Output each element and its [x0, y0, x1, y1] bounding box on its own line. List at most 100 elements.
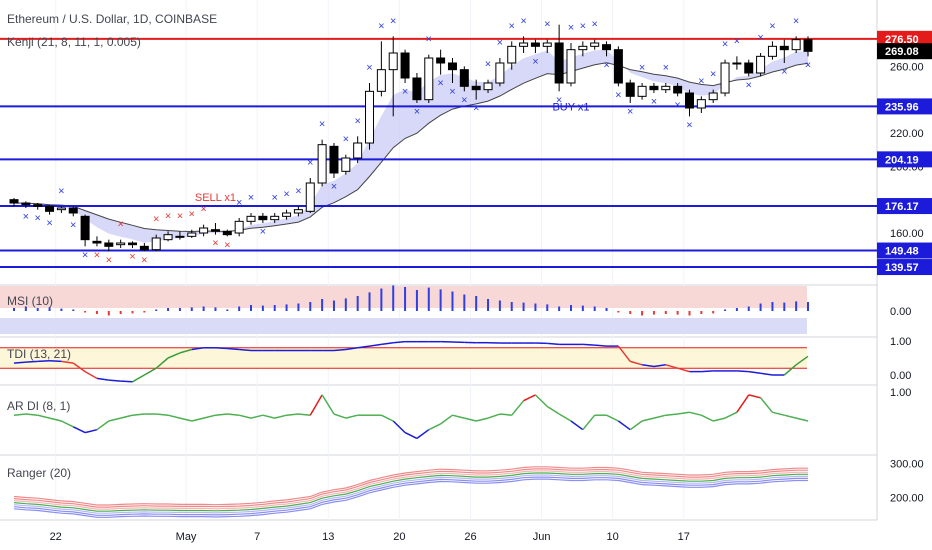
candle: [128, 242, 138, 246]
level-tag-label: 176.17: [885, 201, 919, 213]
signal-marker: ×: [781, 66, 787, 78]
candle: [329, 145, 339, 174]
tdi-line: [143, 367, 157, 376]
tdi-line: [795, 355, 809, 366]
tdi-line: [120, 380, 133, 383]
time-tick-label: 20: [393, 531, 405, 543]
ardi-line: [523, 394, 536, 402]
candle: [234, 220, 244, 234]
candle: [187, 232, 197, 237]
candle: [305, 182, 315, 212]
candle: [151, 237, 161, 251]
candle: [436, 57, 446, 64]
signal-marker: ×: [426, 34, 432, 46]
signal-marker: ×: [746, 79, 752, 91]
signal-marker: ×: [82, 249, 88, 261]
price-axis[interactable]: 160.00 200.00 220.00 260.00 276.50 235.96 204.…: [877, 30, 932, 505]
signal-marker: ×: [532, 56, 538, 68]
signal-marker: ×: [639, 62, 645, 74]
candle: [803, 39, 813, 52]
signal-marker: ×: [698, 75, 704, 87]
ardi-line: [167, 414, 181, 419]
signal-marker: ×: [248, 192, 254, 204]
tdi-line: [736, 370, 749, 373]
ranger-title: Ranger (20): [7, 466, 71, 480]
ardi-line: [772, 411, 785, 416]
signal-marker: ×: [23, 211, 29, 223]
signal-label: BUY x1: [552, 101, 589, 113]
indicator-label: Kenji (21, 8, 11, 1, 0.005): [7, 35, 141, 49]
ardi-line: [736, 394, 750, 413]
tdi-line: [582, 343, 595, 346]
chart-title: Ethereum / U.S. Dollar, 1D, COINBASE: [7, 12, 217, 26]
tdi-line: [84, 370, 98, 380]
level-tag: [877, 30, 932, 47]
ardi-line: [653, 414, 666, 419]
signal-marker: ×: [200, 204, 206, 216]
candle: [720, 62, 730, 94]
time-axis[interactable]: 22 May 7 13 20 26 Jun 10 17: [50, 531, 690, 543]
ardi-line: [345, 414, 358, 419]
candle: [270, 215, 280, 221]
tdi-line: [783, 364, 797, 376]
msi-pane[interactable]: MSI (10): [0, 285, 809, 335]
ar-di-pane[interactable]: AR DI (8, 1): [7, 394, 809, 440]
tdi-line: [227, 347, 240, 351]
signal-marker: ×: [402, 86, 408, 98]
ardi-line: [203, 414, 216, 419]
ardi-line: [227, 413, 240, 416]
ardi-line: [546, 405, 560, 415]
time-tick-label: 13: [322, 531, 334, 543]
ranger-tick-label: 300.00: [890, 458, 924, 470]
ardi-line: [309, 394, 323, 416]
ardi-tick-label: 1.00: [890, 387, 911, 399]
signal-marker: ×: [485, 59, 491, 71]
signal-marker: ×: [449, 86, 455, 98]
ardi-line: [606, 414, 619, 422]
ardi-line: [61, 420, 74, 428]
tdi-line: [167, 352, 181, 359]
level-tag: [877, 259, 932, 276]
tdi-line: [191, 347, 204, 351]
level-tag-label: 139.57: [885, 262, 919, 274]
ardi-line: [274, 414, 287, 419]
time-tick-label: 7: [254, 531, 260, 543]
candle: [613, 49, 623, 84]
ranger-pane[interactable]: Ranger (20): [7, 466, 808, 518]
ardi-line: [487, 413, 501, 419]
last-price-label: 269.08: [885, 46, 919, 58]
candle: [21, 202, 31, 206]
tdi-line: [37, 359, 50, 363]
tdi-line: [393, 340, 406, 344]
candle: [673, 85, 683, 94]
tdi-tick-label: 0.00: [890, 370, 911, 382]
candle: [661, 85, 671, 91]
tdi-pane[interactable]: TDI (13, 21): [0, 340, 809, 383]
candle: [353, 142, 363, 159]
signal-marker: ×: [46, 218, 52, 230]
candle: [56, 207, 66, 211]
price-pane[interactable]: × × × × × × × × × × × × × × × × × × × × × × × × × × × × × × × × × × × × × × × ×…: [0, 15, 877, 269]
ardi-line: [641, 417, 655, 422]
signal-marker: ×: [212, 238, 218, 250]
candle: [293, 209, 303, 214]
tdi-line: [369, 343, 382, 347]
candle: [779, 45, 789, 51]
candle: [471, 85, 481, 91]
signal-marker: ×: [544, 19, 550, 31]
ardi-line: [108, 417, 121, 422]
tdi-line: [701, 370, 714, 373]
candle: [104, 242, 114, 247]
signal-marker: ×: [461, 94, 467, 106]
signal-marker: ×: [497, 37, 503, 49]
tdi-line: [96, 377, 109, 381]
signal-marker: ×: [295, 185, 301, 197]
signal-marker: ×: [331, 181, 337, 193]
signal-marker: ×: [674, 99, 680, 111]
candle: [45, 205, 55, 212]
ardi-line: [156, 413, 169, 416]
signal-marker: ×: [520, 15, 526, 27]
tdi-line: [333, 348, 346, 352]
